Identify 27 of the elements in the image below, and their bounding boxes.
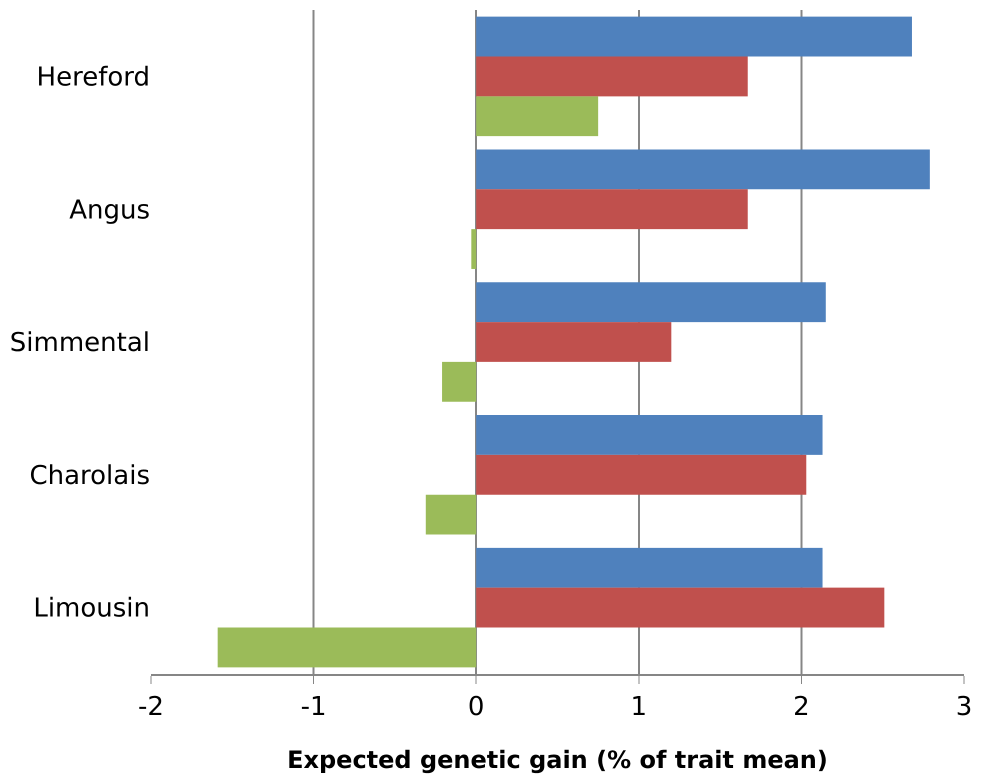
- bar: [476, 96, 598, 136]
- x-tick-label: 2: [793, 692, 810, 722]
- bar: [476, 149, 930, 190]
- bar: [218, 628, 476, 668]
- bar: [442, 362, 476, 402]
- x-tick-label: 0: [468, 692, 484, 722]
- y-tick-label: Angus: [69, 195, 150, 226]
- x-axis-title: Expected genetic gain (% of trait mean): [287, 746, 828, 774]
- bar: [476, 189, 748, 230]
- y-tick-label: Simmental: [10, 328, 150, 358]
- bar: [476, 548, 823, 588]
- bar: [476, 588, 884, 628]
- x-tick-label: -2: [138, 692, 164, 722]
- x-tick-label: -1: [300, 692, 327, 722]
- bar: [471, 229, 476, 269]
- bar: [476, 56, 748, 96]
- bar: [476, 282, 826, 322]
- x-tick-label: 1: [630, 692, 648, 722]
- bar: [476, 322, 672, 362]
- y-tick-label: Charolais: [29, 460, 150, 491]
- x-tick-label: 3: [956, 692, 972, 722]
- y-tick-label: Limousin: [33, 594, 150, 624]
- bar: [476, 454, 806, 495]
- bar: [476, 415, 823, 455]
- bar: [426, 494, 476, 535]
- y-tick-label: Hereford: [36, 62, 150, 92]
- bar: [476, 16, 912, 56]
